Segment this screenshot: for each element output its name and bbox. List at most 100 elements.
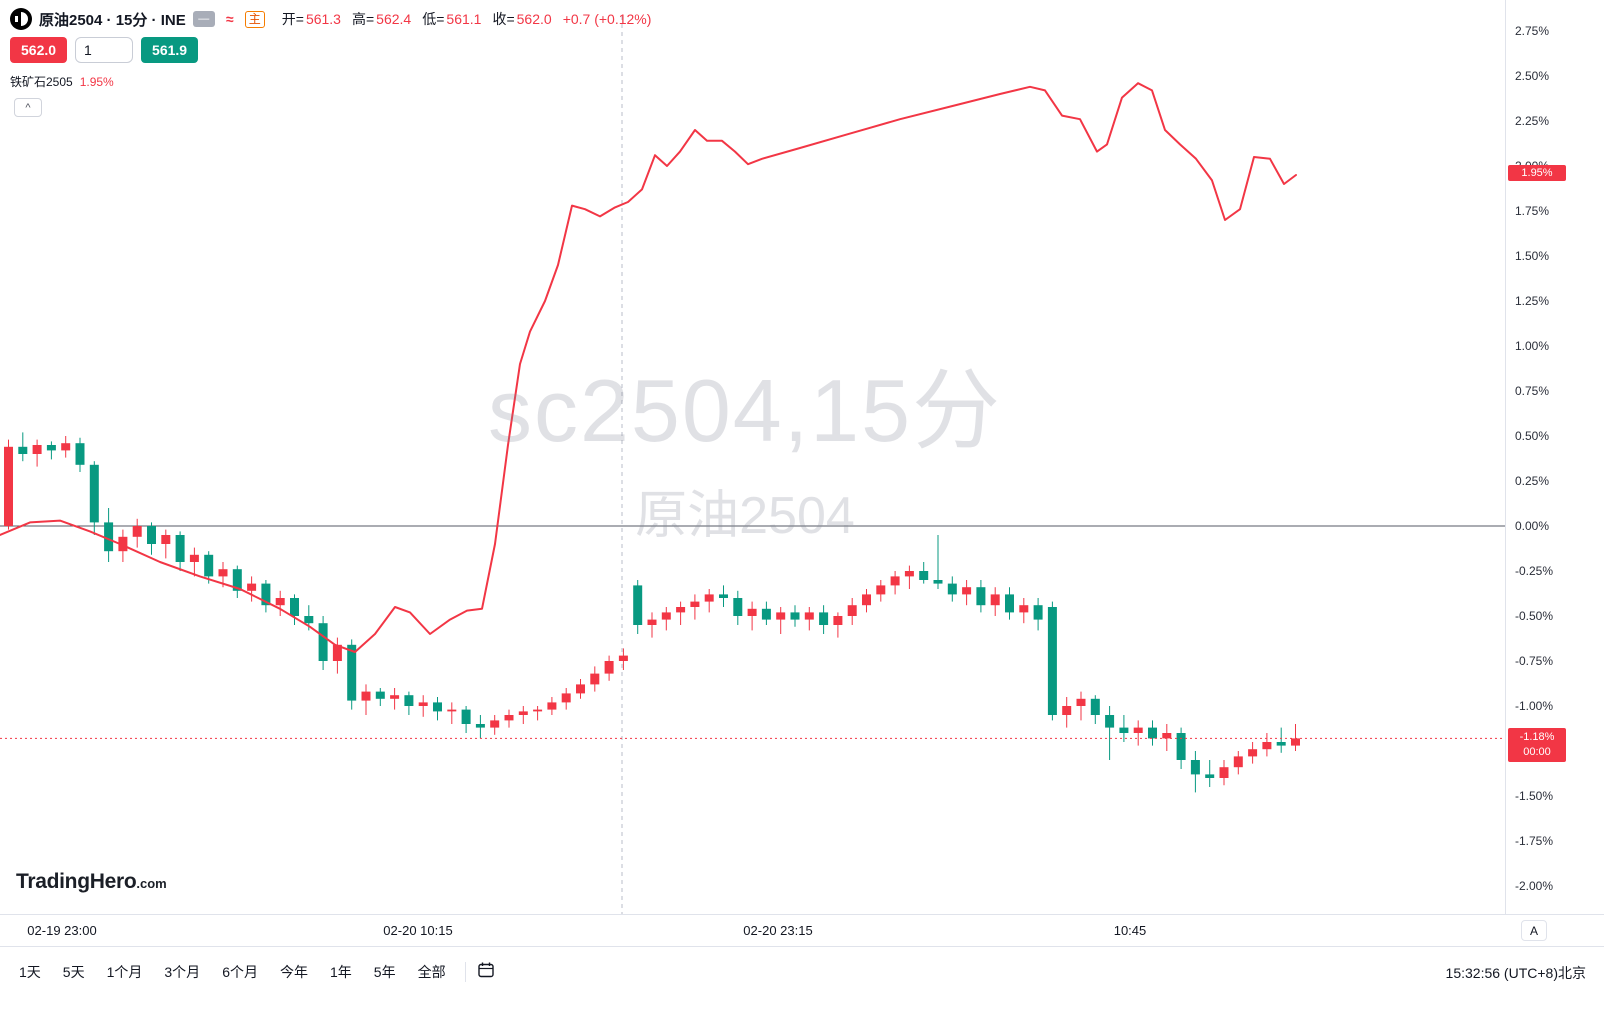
candle-body <box>990 594 1000 606</box>
brand-name: TradingHero <box>16 870 137 893</box>
y-axis-label: -1.00% <box>1515 699 1554 713</box>
candle-body <box>1148 727 1157 739</box>
indicator-wave-icon[interactable]: ≈ <box>225 11 234 27</box>
candle-body <box>576 684 585 694</box>
tradinghero-logo: TradingHero .com <box>16 870 167 894</box>
candle-body <box>1105 715 1115 728</box>
candle-body <box>647 619 657 625</box>
price-chart-svg[interactable] <box>0 0 1505 914</box>
collapse-button[interactable]: ^ <box>14 98 42 117</box>
open-value: 561.3 <box>305 11 341 27</box>
candle-body <box>1033 605 1043 620</box>
candle-body <box>976 587 986 606</box>
y-axis-label: -0.75% <box>1515 654 1554 668</box>
candle-body <box>1205 774 1215 778</box>
range-button-3个月[interactable]: 3个月 <box>155 957 209 987</box>
x-axis-label: 02-20 10:15 <box>383 923 453 938</box>
compare-symbol-label: 铁矿石2505 <box>10 75 73 89</box>
range-button-全部[interactable]: 全部 <box>409 957 455 987</box>
chevron-up-icon: ^ <box>25 101 31 114</box>
candle-body <box>1005 594 1014 613</box>
y-axis-label: 0.75% <box>1515 384 1550 398</box>
time-axis[interactable]: A 02-19 23:00 02-20 10:15 02-20 23:15 10:45 <box>0 914 1604 947</box>
calendar-icon[interactable] <box>476 960 496 980</box>
main-contract-badge[interactable]: 主 <box>244 10 265 28</box>
symbol-title[interactable]: 原油2504 · 15分 · INE <box>39 11 186 29</box>
auto-scale-button[interactable]: A <box>1521 920 1547 941</box>
change-value: +0.7 (+0.12%) <box>562 11 652 27</box>
candle-body <box>1291 738 1300 746</box>
candle-body <box>433 702 442 712</box>
range-button-1个月[interactable]: 1个月 <box>98 957 152 987</box>
last-price-value: -1.18% <box>1519 731 1555 744</box>
candle-body <box>919 571 929 580</box>
candle-style-icon[interactable]: — <box>192 11 215 27</box>
quantity-input[interactable] <box>75 37 134 63</box>
candle-body <box>1219 767 1229 778</box>
price-axis[interactable]: 1.95% -1.18% 00:00 2.75%2.50%2.25%2.00%1… <box>1505 0 1604 946</box>
candle-body <box>390 695 400 699</box>
candle-body <box>1262 742 1272 750</box>
high-value: 562.4 <box>376 11 412 27</box>
compare-line <box>0 82 1297 653</box>
candle-body <box>962 587 972 595</box>
candle-body <box>1276 742 1286 746</box>
candle-body <box>1047 607 1057 715</box>
x-axis-label: 10:45 <box>1113 923 1147 938</box>
candle-body <box>104 522 114 552</box>
candle-body <box>61 443 71 451</box>
x-axis-label: 02-20 23:15 <box>743 923 813 938</box>
candle-body <box>204 554 214 577</box>
candle-body <box>761 608 771 620</box>
app-logo-icon[interactable] <box>10 8 32 30</box>
order-panel: 562.0 561.9 <box>10 37 199 63</box>
candle-body <box>261 583 271 606</box>
candle-body <box>75 443 85 465</box>
high-label: 高= <box>351 11 375 27</box>
clock-readout: 15:32:56 (UTC+8)北京 <box>1445 965 1586 981</box>
candle-body <box>404 695 414 706</box>
candle-body <box>161 535 171 544</box>
candle-body <box>147 526 156 544</box>
candle-body <box>1162 733 1172 739</box>
candle-body <box>1248 749 1258 757</box>
candle-body <box>1133 727 1143 733</box>
candle-body <box>561 693 571 703</box>
y-axis-label: 1.25% <box>1515 294 1550 308</box>
candle-body <box>247 583 257 591</box>
candle-body <box>747 608 757 616</box>
compare-legend[interactable]: 铁矿石2505 1.95% <box>10 73 114 90</box>
range-button-5年[interactable]: 5年 <box>365 957 405 987</box>
candle-body <box>347 644 357 701</box>
sell-button[interactable]: 562.0 <box>10 37 68 63</box>
y-axis-label: 1.75% <box>1515 204 1550 218</box>
y-axis-label: -1.75% <box>1515 834 1554 848</box>
candle-body <box>1190 760 1200 775</box>
candle-body <box>676 607 686 613</box>
candle-body <box>461 709 471 724</box>
y-axis-label: 2.50% <box>1515 69 1550 83</box>
candle-body <box>189 554 199 562</box>
buy-button[interactable]: 561.9 <box>141 37 199 63</box>
range-button-6个月[interactable]: 6个月 <box>213 957 267 987</box>
candle-body <box>704 594 714 602</box>
toolbar-divider <box>464 962 466 982</box>
range-button-1天[interactable]: 1天 <box>10 957 50 987</box>
range-button-5天[interactable]: 5天 <box>54 957 94 987</box>
candle-body <box>833 616 843 625</box>
y-axis-label: 2.25% <box>1515 114 1550 128</box>
candle-body <box>490 720 500 728</box>
candle-body <box>876 585 886 595</box>
candle-body <box>790 612 800 620</box>
y-axis-label: -0.25% <box>1515 564 1554 578</box>
candle-body <box>4 446 13 526</box>
candle-body <box>904 571 914 577</box>
candle-body <box>933 580 943 584</box>
candle-body <box>132 526 142 537</box>
range-button-1年[interactable]: 1年 <box>321 957 361 987</box>
chart-plot-area[interactable]: sc2504,15分 原油2504 原油2504 · 15分 · INE — ≈… <box>0 0 1505 914</box>
range-button-今年[interactable]: 今年 <box>271 957 317 987</box>
candle-body <box>418 702 428 706</box>
candle-body <box>447 709 457 712</box>
candle-body <box>890 576 900 586</box>
